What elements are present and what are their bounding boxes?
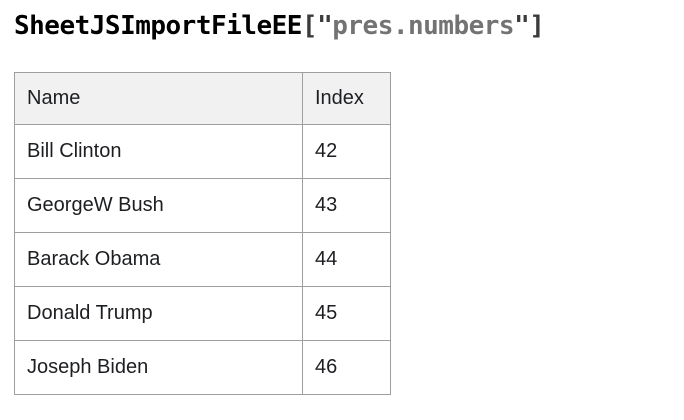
cell-name: Joseph Biden [14, 340, 303, 395]
page-title: SheetJSImportFileEE["pres.numbers"] [14, 10, 545, 42]
cell-index: 45 [302, 286, 391, 341]
table-row: Barack Obama 44 [14, 232, 391, 287]
table-header: Name Index [14, 72, 391, 125]
table-header-row: Name Index [14, 72, 391, 125]
cell-index: 42 [302, 124, 391, 179]
title-close-punctuation: "] [514, 11, 545, 41]
cell-name: Donald Trump [14, 286, 303, 341]
table-body: Bill Clinton 42 GeorgeW Bush 43 Barack Obama… [14, 124, 391, 395]
table-row: Donald Trump 45 [14, 286, 391, 341]
presidents-table: Name Index Bill Clinton 42 GeorgeW Bush 43 B… [14, 72, 391, 395]
column-header-name: Name [14, 72, 303, 125]
cell-index: 43 [302, 178, 391, 233]
cell-name: Bill Clinton [14, 124, 303, 179]
title-function-name: SheetJSImportFileEE [14, 11, 302, 41]
table-row: Joseph Biden 46 [14, 340, 391, 395]
column-header-index: Index [302, 72, 391, 125]
table-row: GeorgeW Bush 43 [14, 178, 391, 233]
title-string-literal: pres.numbers [332, 11, 515, 41]
cell-index: 46 [302, 340, 391, 395]
cell-index: 44 [302, 232, 391, 287]
table-row: Bill Clinton 42 [14, 124, 391, 179]
cell-name: Barack Obama [14, 232, 303, 287]
title-open-punctuation: [" [301, 11, 333, 41]
cell-name: GeorgeW Bush [14, 178, 303, 233]
